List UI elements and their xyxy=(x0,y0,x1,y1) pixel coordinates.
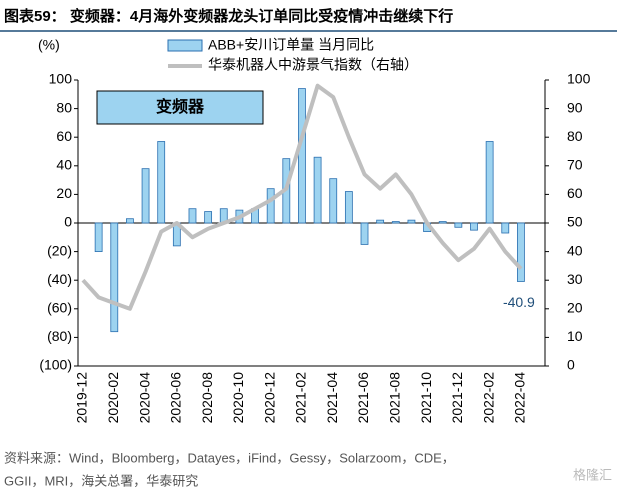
y2-tick-label: 40 xyxy=(567,242,583,258)
y2-tick-label: 80 xyxy=(567,128,583,144)
x-tick-label: 2022-02 xyxy=(480,372,496,424)
bar xyxy=(438,221,447,224)
legend-label: 华泰机器人中游景气指数（右轴） xyxy=(208,57,418,73)
x-tick-label: 2020-12 xyxy=(261,372,277,424)
y-tick-label: (20) xyxy=(47,242,72,258)
bar xyxy=(454,222,463,228)
x-tick-label: 2020-10 xyxy=(230,372,246,424)
y-tick-label: (80) xyxy=(47,328,72,344)
bar xyxy=(407,219,416,224)
bar xyxy=(204,211,213,224)
y2-tick-label: 30 xyxy=(567,271,583,287)
bar xyxy=(376,219,385,224)
bar xyxy=(188,208,197,224)
bar xyxy=(110,222,119,333)
x-tick-label: 2022-04 xyxy=(512,372,528,424)
x-tick-label: 2020-04 xyxy=(136,372,152,424)
bar xyxy=(126,218,134,224)
annotation: 变频器 xyxy=(156,97,205,116)
watermark: 格隆汇 xyxy=(573,467,612,482)
y-axis-label: (%) xyxy=(38,37,60,53)
x-tick-label: 2021-10 xyxy=(418,372,434,424)
bar xyxy=(329,178,338,224)
x-tick-label: 2021-08 xyxy=(386,372,402,424)
annotation-box xyxy=(96,90,264,125)
y-tick-label: (40) xyxy=(47,271,72,287)
legend-swatch xyxy=(167,39,203,52)
x-tick-label: 2021-06 xyxy=(355,372,371,424)
y-tick-label: 0 xyxy=(64,214,72,230)
y2-tick-label: 90 xyxy=(567,99,583,115)
y-tick-label: 60 xyxy=(56,128,72,144)
y2-tick-label: 70 xyxy=(567,157,583,173)
bar xyxy=(391,221,400,224)
bar xyxy=(485,141,494,224)
bar xyxy=(266,188,275,224)
y2-tick-label: 20 xyxy=(567,300,583,316)
bar xyxy=(313,156,322,224)
y-tick-label: (100) xyxy=(39,357,72,373)
y-tick-label: 40 xyxy=(56,157,72,173)
bar xyxy=(344,191,353,224)
y-tick-label: (60) xyxy=(47,300,72,316)
line xyxy=(81,83,523,311)
bar xyxy=(360,222,369,245)
y2-tick-label: 10 xyxy=(567,328,583,344)
data-label: -40.9 xyxy=(503,294,535,310)
y-tick-label: 100 xyxy=(49,71,73,87)
y2-tick-label: 100 xyxy=(567,71,591,87)
bar xyxy=(298,88,306,224)
y-tick-label: 80 xyxy=(56,99,72,115)
bar xyxy=(470,222,478,231)
x-tick-label: 2021-02 xyxy=(293,372,309,424)
bar xyxy=(141,168,150,224)
bar xyxy=(517,222,525,282)
y2-tick-label: 60 xyxy=(567,185,583,201)
x-tick-label: 2021-04 xyxy=(324,372,340,424)
x-tick-label: 2020-02 xyxy=(105,372,121,424)
y2-tick-label: 50 xyxy=(567,214,583,230)
source: GGII，MRI，海关总署，华泰研究 xyxy=(4,473,198,488)
legend-label: ABB+安川订单量 当月同比 xyxy=(208,37,374,53)
y2-tick-label: 0 xyxy=(567,357,575,373)
source: 资料来源：Wind，Bloomberg，Datayes，iFind，Gessy，… xyxy=(4,450,455,465)
x-tick-label: 2020-06 xyxy=(168,372,184,424)
x-tick-label: 2021-12 xyxy=(449,372,465,424)
chart-title: 图表59： 变频器：4月海外变频器龙头订单同比受疫情冲击继续下行 xyxy=(4,7,453,25)
x-tick-label: 2020-08 xyxy=(199,372,215,424)
y-tick-label: 20 xyxy=(56,185,72,201)
bar xyxy=(157,141,166,224)
bar xyxy=(94,222,103,253)
x-tick-label: 2019-12 xyxy=(74,372,90,424)
bar xyxy=(501,222,510,234)
